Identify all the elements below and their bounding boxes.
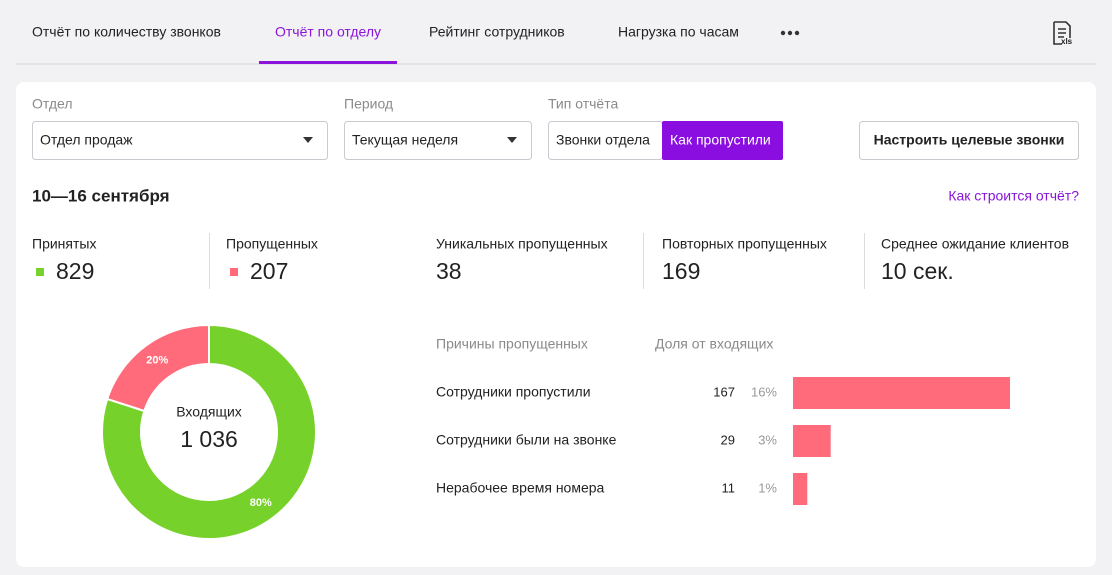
caret: [507, 137, 517, 143]
tab[interactable]: Рейтинг сотрудников: [429, 24, 565, 40]
reason-count: 167: [713, 384, 735, 399]
button-label: Настроить целевые звонки: [874, 132, 1065, 148]
reason-label: Нерабочее время номера: [436, 480, 605, 496]
help-link[interactable]: Как строится отчёт?: [948, 188, 1079, 204]
column-header: Доля от входящих: [655, 336, 773, 352]
stat-label: Принятых: [32, 236, 96, 252]
stat-value: 169: [662, 258, 700, 284]
more-tabs[interactable]: [780, 30, 800, 36]
donut-slice: [105, 323, 210, 413]
legend-swatch: [230, 268, 238, 276]
filter-label: Период: [344, 96, 393, 112]
tab[interactable]: Нагрузка по часам: [618, 24, 739, 40]
tab[interactable]: Отчёт по количеству звонков: [32, 24, 221, 40]
button[interactable]: [859, 121, 1079, 160]
segment-active[interactable]: [662, 121, 783, 160]
reason-share: 1%: [758, 480, 777, 495]
segment-label: Как пропустили: [670, 132, 771, 148]
bar: [793, 377, 1010, 409]
reason-share: 16%: [751, 384, 777, 399]
stat-value: 38: [436, 258, 462, 284]
reason-count: 29: [721, 432, 735, 447]
bar: [793, 473, 808, 505]
stat-label: Пропущенных: [226, 236, 318, 252]
charts: 80% 20% Входящих 1 036 Причины пропущенных До…: [101, 323, 1010, 540]
reason-count: 11: [722, 480, 736, 495]
tab-underline: [259, 61, 397, 64]
bar: [793, 425, 831, 457]
date-range: 10—16 сентября: [32, 186, 170, 205]
select-value: Отдел продаж: [40, 132, 133, 148]
stat-value: 829: [56, 258, 94, 284]
donut-slice: [101, 323, 317, 540]
stat-label: Среднее ожидание клиентов: [881, 236, 1069, 252]
stat-label: Повторных пропущенных: [662, 236, 827, 252]
reason-label: Сотрудники пропустили: [436, 384, 591, 400]
select-value: Текущая неделя: [352, 132, 458, 148]
divider: [209, 233, 210, 289]
stats: Принятых 829 Пропущенных 207 Уникальных проп…: [32, 233, 1069, 289]
reason-share: 3%: [758, 432, 777, 447]
svg-text:xls: xls: [1061, 37, 1073, 46]
filter-label: Отдел: [32, 96, 73, 112]
stat-value: 207: [250, 258, 288, 284]
slice-label: 20%: [146, 355, 168, 367]
department-select[interactable]: [32, 121, 328, 160]
divider: [643, 233, 644, 289]
legend-swatch: [36, 268, 44, 276]
reason-label: Сотрудники были на звонке: [436, 432, 617, 448]
tabs-divider: [16, 63, 1096, 65]
period-select[interactable]: [344, 121, 532, 160]
donut-center-value: 1 036: [180, 426, 238, 452]
caret: [303, 137, 313, 143]
stat-label: Уникальных пропущенных: [436, 236, 608, 252]
xls-export-icon[interactable]: xls: [1053, 21, 1073, 46]
column-header: Причины пропущенных: [436, 336, 588, 352]
divider: [864, 233, 865, 289]
donut-center-label: Входящих: [176, 404, 242, 420]
segment-label: Звонки отдела: [556, 132, 650, 148]
filter-label: Тип отчёта: [548, 96, 618, 112]
slice-label: 80%: [250, 497, 272, 509]
tab-active[interactable]: Отчёт по отделу: [275, 24, 381, 40]
stat-value: 10 сек.: [881, 258, 954, 284]
